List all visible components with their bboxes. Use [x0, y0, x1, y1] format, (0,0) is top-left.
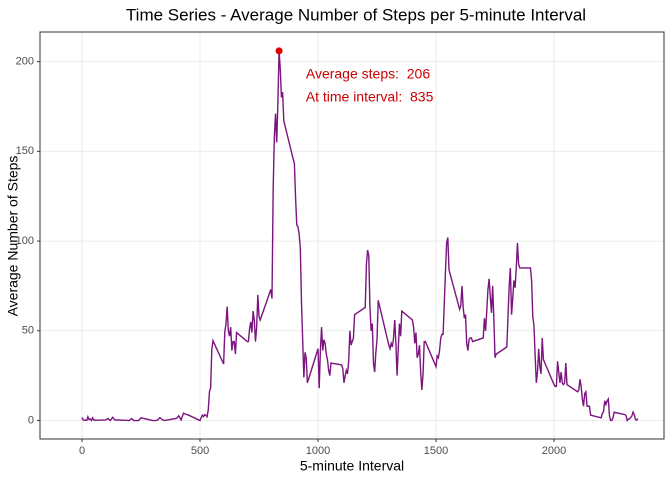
x-tick-label: 2000 — [542, 445, 566, 457]
y-tick-label: 200 — [16, 56, 34, 68]
x-axis-label: 5-minute Interval — [300, 458, 404, 474]
y-tick-label: 0 — [28, 414, 34, 426]
annotation: At time interval: 835 — [303, 89, 434, 105]
y-tick-label: 50 — [22, 325, 34, 337]
annotation: Average steps: 206 — [306, 66, 430, 82]
chart-title: Time Series - Average Number of Steps pe… — [126, 5, 586, 24]
y-tick-label: 100 — [16, 235, 34, 247]
x-tick-label: 500 — [191, 445, 209, 457]
max-point — [275, 47, 283, 55]
panel-border — [39, 31, 665, 440]
x-tick-label: 1000 — [306, 445, 330, 457]
x-tick-label: 0 — [79, 445, 85, 457]
data-line — [81, 50, 639, 423]
y-tick-label: 150 — [16, 145, 34, 157]
y-axis-label: Average Number of Steps — [5, 156, 21, 317]
x-tick-label: 1500 — [424, 445, 448, 457]
